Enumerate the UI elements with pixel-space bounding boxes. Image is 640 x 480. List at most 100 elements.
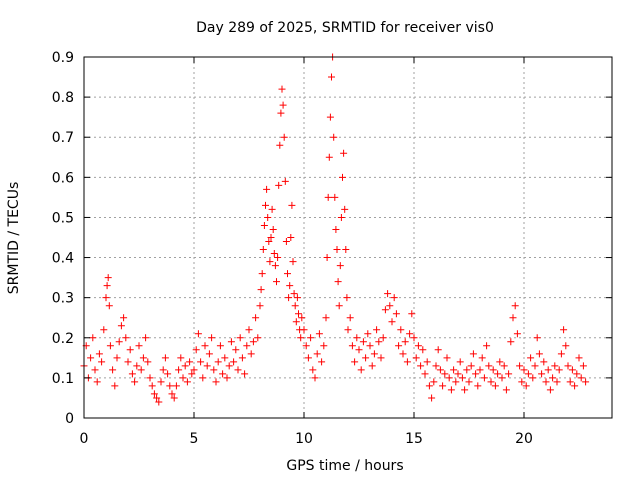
data-point — [297, 334, 305, 342]
data-point — [263, 185, 271, 193]
data-point — [186, 358, 194, 366]
x-tick-label: 5 — [190, 431, 199, 447]
data-point — [91, 366, 99, 374]
data-point — [560, 326, 568, 334]
data-point — [318, 358, 326, 366]
data-point — [161, 354, 169, 362]
data-point — [516, 362, 524, 370]
data-point — [458, 374, 466, 382]
data-point — [164, 370, 172, 378]
data-point — [155, 398, 163, 406]
data-point — [254, 334, 262, 342]
x-tick-label: 15 — [405, 431, 423, 447]
data-point — [289, 258, 297, 266]
data-point — [277, 109, 285, 117]
data-point — [117, 322, 125, 330]
data-point — [192, 346, 200, 354]
y-tick-label: 0.5 — [52, 210, 74, 226]
data-point — [553, 378, 561, 386]
data-point — [150, 390, 158, 398]
data-point — [122, 334, 130, 342]
data-point — [337, 213, 345, 221]
data-point — [330, 133, 338, 141]
data-point — [430, 378, 438, 386]
data-point — [281, 177, 289, 185]
data-point — [500, 362, 508, 370]
data-point — [89, 334, 97, 342]
data-point — [325, 153, 333, 161]
y-tick-label: 0.4 — [52, 251, 74, 267]
data-point — [264, 213, 272, 221]
data-point — [343, 294, 351, 302]
data-point — [273, 278, 280, 286]
data-point — [159, 366, 167, 374]
data-point — [87, 354, 95, 362]
data-point — [208, 334, 216, 342]
data-point — [249, 338, 257, 346]
data-point — [188, 370, 196, 378]
data-point — [476, 366, 484, 374]
data-point — [562, 342, 570, 350]
data-point — [219, 370, 227, 378]
data-point — [505, 370, 513, 378]
data-point — [199, 374, 207, 382]
data-point — [496, 358, 504, 366]
data-point — [498, 374, 506, 382]
data-point — [304, 354, 312, 362]
data-point — [445, 374, 453, 382]
data-point — [564, 362, 572, 370]
data-point — [285, 294, 293, 302]
data-point — [436, 366, 444, 374]
data-point — [332, 225, 340, 233]
data-point — [111, 382, 119, 390]
data-point — [324, 193, 332, 201]
data-point — [276, 141, 284, 149]
data-point — [331, 193, 339, 201]
data-point — [104, 274, 112, 282]
y-tick-label: 0.9 — [52, 50, 74, 66]
data-point — [223, 374, 231, 382]
data-point — [469, 350, 477, 358]
data-point — [256, 302, 264, 310]
plot-frame — [83, 56, 613, 419]
data-point — [271, 262, 279, 270]
data-point — [103, 282, 111, 290]
data-point — [203, 362, 211, 370]
data-point — [137, 366, 145, 374]
data-point — [232, 346, 240, 354]
data-point — [494, 370, 502, 378]
data-point — [463, 366, 471, 374]
data-point — [377, 354, 385, 362]
data-point — [579, 362, 587, 370]
data-point — [225, 362, 233, 370]
data-point — [313, 350, 321, 358]
y-tick-label: 0.2 — [52, 331, 74, 347]
data-point — [542, 378, 550, 386]
data-point — [267, 234, 275, 241]
data-point — [386, 302, 394, 310]
data-point — [139, 354, 147, 362]
data-point — [410, 334, 418, 342]
y-tick-label: 0.3 — [52, 291, 74, 307]
data-point — [326, 113, 334, 121]
data-point — [131, 378, 139, 386]
data-point — [434, 346, 442, 354]
data-point — [571, 382, 579, 390]
data-point — [359, 338, 367, 346]
data-point — [412, 354, 420, 362]
data-point — [183, 378, 191, 386]
data-point — [302, 342, 310, 350]
data-point — [142, 334, 150, 342]
data-point — [166, 382, 174, 390]
data-point — [401, 338, 409, 346]
data-point — [148, 382, 156, 390]
data-point — [298, 314, 306, 322]
data-point — [214, 358, 222, 366]
data-point — [425, 382, 433, 390]
x-axis-label: GPS time / hours — [286, 458, 403, 474]
data-point — [379, 334, 387, 342]
data-point — [336, 262, 344, 270]
data-point — [284, 270, 291, 278]
data-point — [170, 394, 178, 402]
data-point — [399, 350, 407, 358]
